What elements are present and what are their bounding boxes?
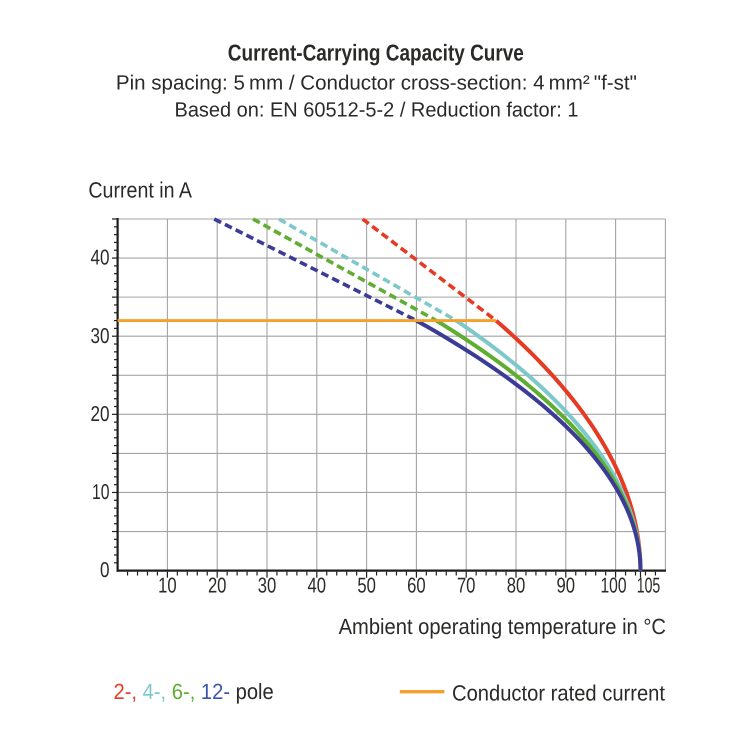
- svg-text:40: 40: [91, 246, 110, 270]
- svg-text:Current-Carrying Capacity Curv: Current-Carrying Capacity Curve: [228, 39, 524, 65]
- svg-text:Pin spacing: 5 mm / Conductor: Pin spacing: 5 mm / Conductor cross-sect…: [116, 71, 637, 94]
- svg-text:30: 30: [258, 573, 277, 597]
- svg-text:Based on: EN 60512-5-2 / Reduc: Based on: EN 60512-5-2 / Reduction facto…: [175, 99, 579, 122]
- svg-text:105: 105: [637, 573, 661, 597]
- svg-text:90: 90: [557, 573, 576, 597]
- svg-text:60: 60: [407, 573, 426, 597]
- svg-text:20: 20: [208, 573, 227, 597]
- svg-text:40: 40: [308, 573, 327, 597]
- svg-text:80: 80: [507, 573, 526, 597]
- svg-text:2-, 4-, 6-, 12- pole: 2-, 4-, 6-, 12- pole: [114, 679, 274, 704]
- svg-text:Conductor rated current: Conductor rated current: [452, 681, 665, 706]
- svg-text:70: 70: [457, 573, 476, 597]
- svg-text:10: 10: [92, 480, 110, 504]
- svg-text:Current in A: Current in A: [88, 178, 192, 203]
- svg-text:10: 10: [158, 573, 177, 597]
- svg-text:30: 30: [91, 324, 110, 348]
- svg-text:100: 100: [601, 573, 627, 597]
- svg-text:0: 0: [100, 558, 110, 582]
- svg-text:50: 50: [357, 573, 376, 597]
- svg-text:20: 20: [91, 402, 110, 426]
- svg-text:Ambient operating temperature: Ambient operating temperature in °C: [339, 614, 666, 639]
